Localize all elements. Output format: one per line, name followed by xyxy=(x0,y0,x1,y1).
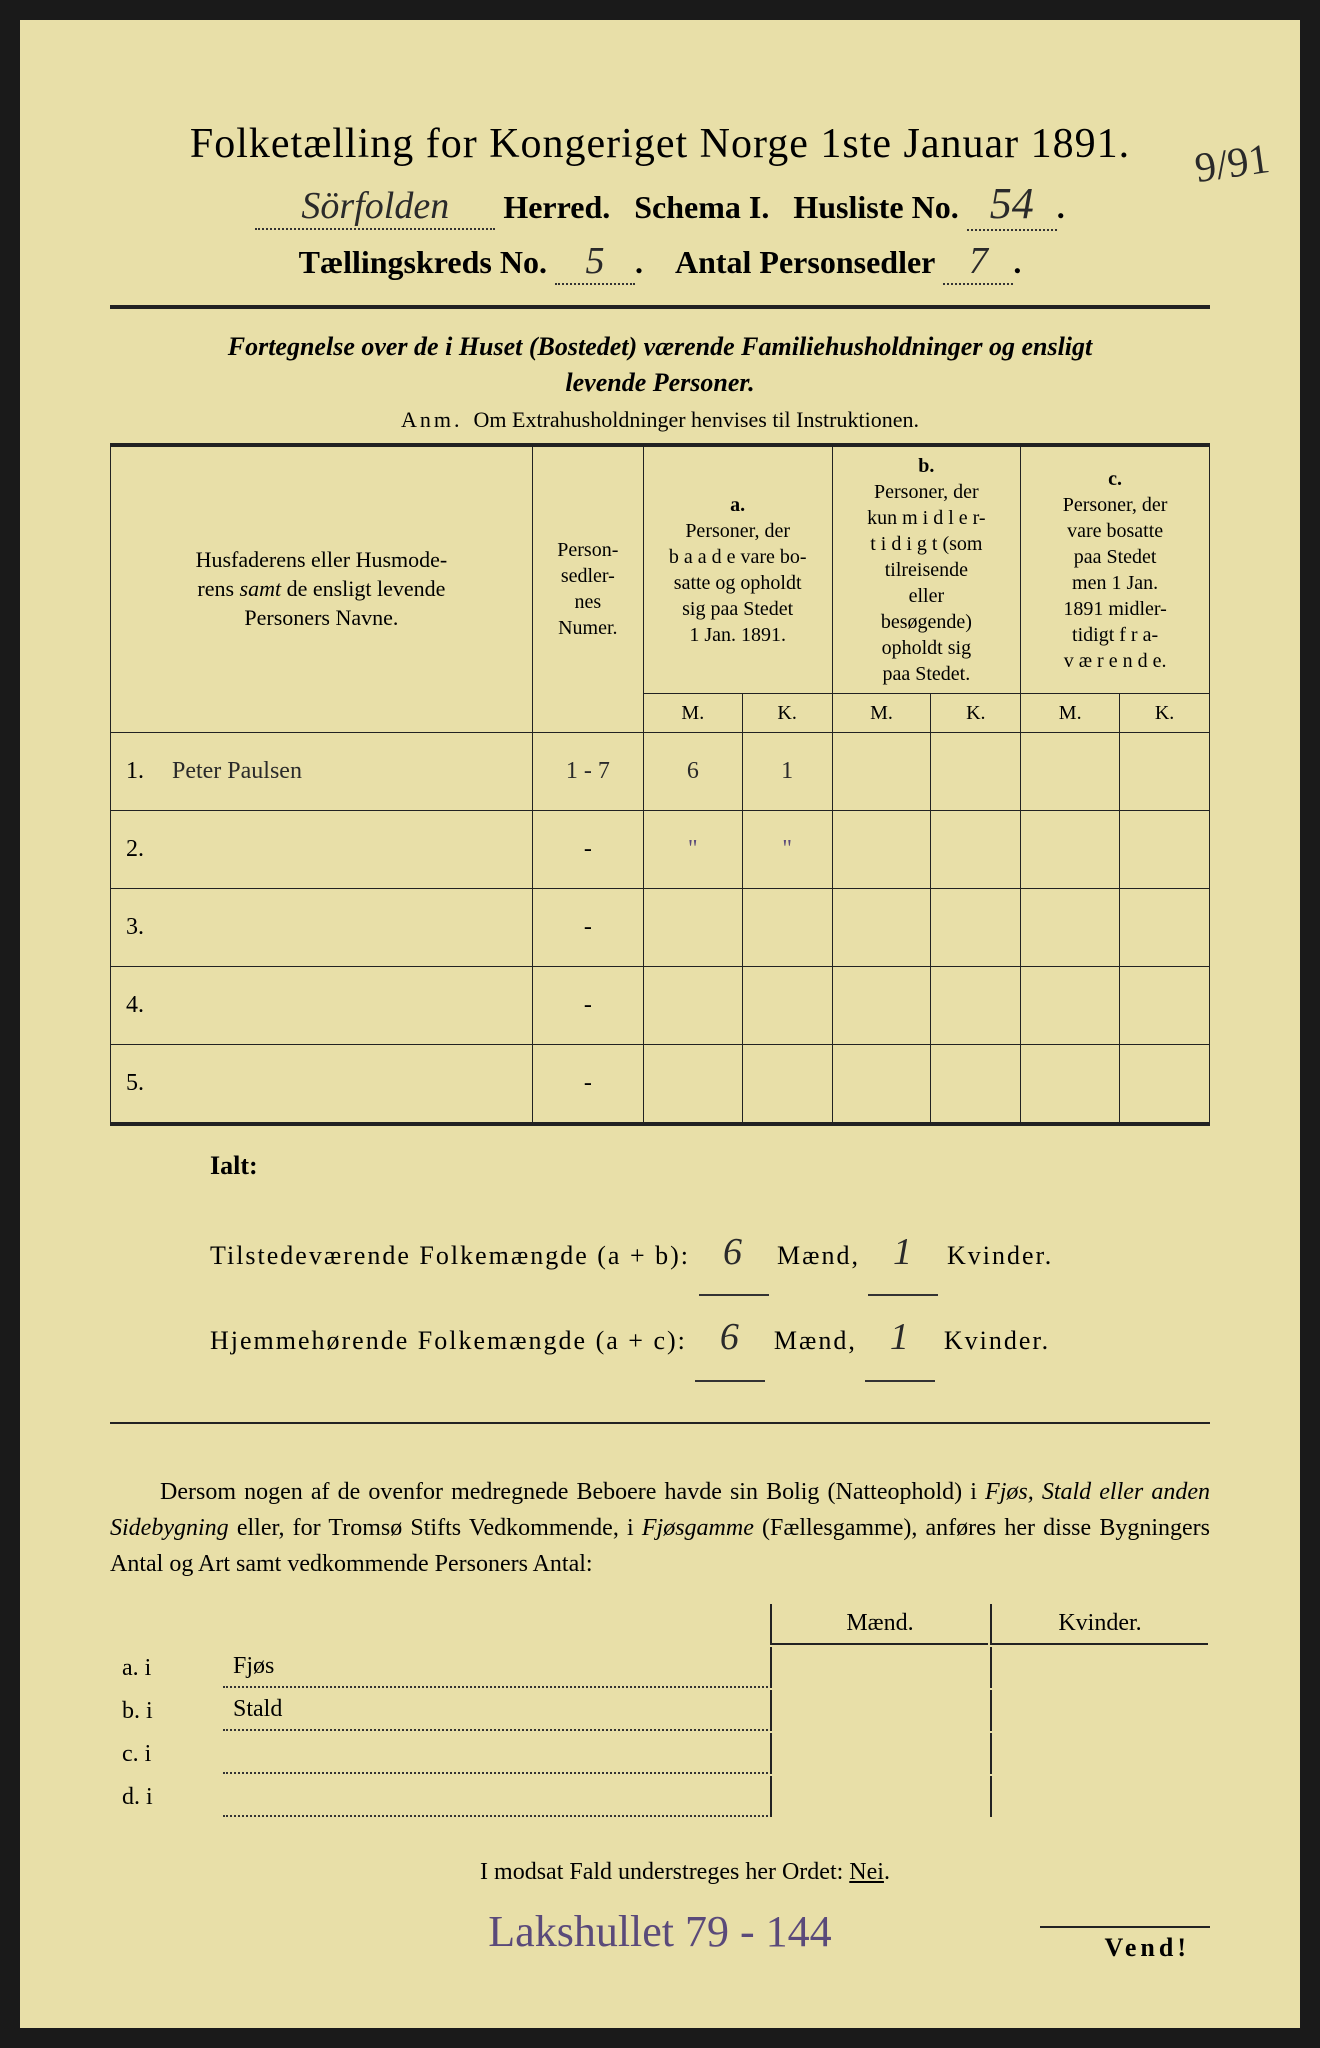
ialt-label: Ialt: xyxy=(210,1151,1210,1181)
total-present-m: 6 xyxy=(699,1211,769,1297)
col-b-header: b. Personer, derkun m i d l e r-t i d i … xyxy=(832,445,1021,694)
col-num-header: Person-sedler-nesNumer. xyxy=(532,445,643,733)
building-row: c. i xyxy=(112,1733,1208,1774)
col-c-k: K. xyxy=(1120,693,1210,732)
col-name-header: Husfaderens eller Husmode-rens samt de e… xyxy=(111,445,533,733)
vend-label: Vend! xyxy=(1104,1933,1190,1963)
building-row: d. i xyxy=(112,1776,1208,1817)
total-present-label: Tilstedeværende Folkemængde (a + b): xyxy=(210,1241,690,1270)
building-row: b. i Stald xyxy=(112,1690,1208,1731)
col-a-k: K. xyxy=(742,693,832,732)
personsedler-label: Antal Personsedler xyxy=(675,244,935,280)
building-row: a. i Fjøs xyxy=(112,1647,1208,1688)
totals-section: Tilstedeværende Folkemængde (a + b): 6 M… xyxy=(210,1211,1210,1382)
col-a-header: a. Personer, derb a a d e vare bo-satte … xyxy=(643,445,832,694)
total-present-k: 1 xyxy=(868,1211,938,1297)
col-c-m: M. xyxy=(1021,693,1120,732)
herred-value: Sörfolden xyxy=(255,184,495,230)
document-page: 9/91 Folketælling for Kongeriget Norge 1… xyxy=(20,20,1300,2028)
personsedler-value: 7 xyxy=(943,239,1013,285)
divider xyxy=(110,305,1210,309)
footer-handwriting: Lakshullet 79 - 144 xyxy=(110,1906,1210,1957)
table-row: 2. - " " xyxy=(111,810,1210,888)
husliste-value: 54 xyxy=(967,178,1057,231)
herred-label: Herred. xyxy=(503,189,610,225)
table-row: 3. - xyxy=(111,888,1210,966)
schema-label: Schema I. xyxy=(634,189,769,225)
building-paragraph: Dersom nogen af de ovenfor medregnede Be… xyxy=(110,1474,1210,1582)
vend-divider xyxy=(1040,1926,1210,1928)
total-resident-k: 1 xyxy=(865,1296,935,1382)
table-row: 1. Peter Paulsen 1 - 7 6 1 xyxy=(111,732,1210,810)
total-resident-label: Hjemmehørende Folkemængde (a + c): xyxy=(210,1326,687,1355)
col-b-m: M. xyxy=(832,693,931,732)
building-table: Mænd. Kvinder. a. i Fjøs b. i Stald c. i… xyxy=(110,1602,1210,1819)
husliste-label: Husliste No. xyxy=(793,189,958,225)
bygning-kvinder-header: Kvinder. xyxy=(990,1604,1208,1645)
divider xyxy=(110,1422,1210,1424)
kreds-value: 5 xyxy=(555,239,635,285)
header-line-2: Sörfolden Herred. Schema I. Husliste No.… xyxy=(110,178,1210,231)
table-row: 5. - xyxy=(111,1044,1210,1124)
col-a-m: M. xyxy=(643,693,742,732)
nei-line: I modsat Fald understreges her Ordet: Ne… xyxy=(110,1859,1210,1886)
margin-annotation: 9/91 xyxy=(1192,135,1273,193)
census-table: Husfaderens eller Husmode-rens samt de e… xyxy=(110,443,1210,1126)
col-c-header: c. Personer, dervare bosattepaa Stedetme… xyxy=(1021,445,1210,694)
total-resident-m: 6 xyxy=(695,1296,765,1382)
subtitle: Fortegnelse over de i Huset (Bostedet) v… xyxy=(110,329,1210,402)
header-line-3: Tællingskreds No. 5. Antal Personsedler … xyxy=(110,239,1210,285)
table-row: 4. - xyxy=(111,966,1210,1044)
page-title: Folketælling for Kongeriget Norge 1ste J… xyxy=(110,120,1210,168)
bygning-maend-header: Mænd. xyxy=(770,1604,988,1645)
kreds-label: Tællingskreds No. xyxy=(299,244,547,280)
col-b-k: K. xyxy=(931,693,1021,732)
anm-note: Anm. Anm. Om Extrahusholdninger henvises… xyxy=(110,407,1210,433)
